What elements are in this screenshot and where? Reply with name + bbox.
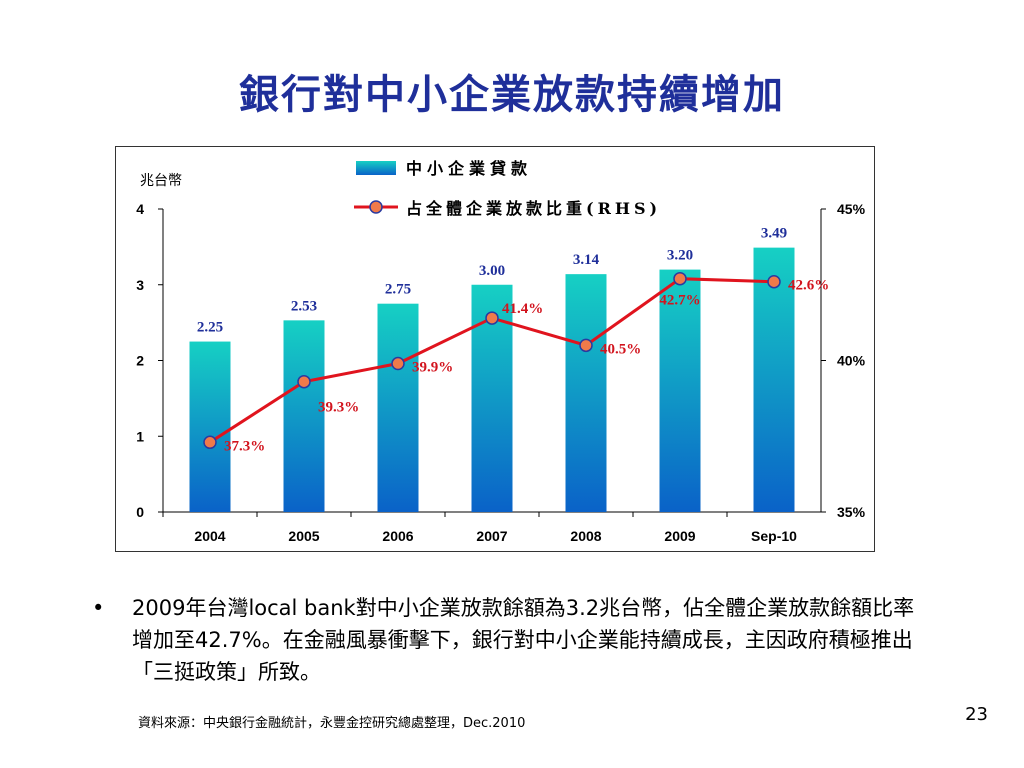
slide-title: 銀行對中小企業放款持續增加 [239, 71, 785, 118]
right-tick-label: 45% [837, 201, 866, 217]
page-number: 23 [965, 704, 988, 725]
share-marker [297, 374, 311, 389]
share-marker [767, 274, 781, 289]
share-marker [579, 338, 593, 353]
bar-2009 [659, 269, 701, 512]
left-tick-label: 4 [136, 201, 144, 217]
share-marker [673, 271, 687, 286]
x-tick-label: 2004 [194, 528, 225, 544]
x-tick-label: 2006 [382, 528, 413, 544]
chart-container: 兆台幣 0 1 2 3 4 35% 40% 45% 2004 2005 2006 2007 2008 200… [115, 146, 875, 552]
bar-value-label: 3.20 [667, 248, 693, 264]
line-value-label: 41.4% [502, 301, 543, 317]
share-marker [485, 311, 499, 325]
left-tick-label: 3 [136, 277, 144, 293]
legend-bar-swatch [356, 161, 396, 175]
bar-2008 [565, 274, 607, 512]
bar-Sep-10 [753, 247, 795, 512]
bullet-icon: • [92, 596, 105, 620]
line-value-label: 37.3% [224, 438, 265, 454]
line-value-label: 39.3% [318, 400, 359, 416]
x-tick-label: 2008 [570, 528, 601, 544]
bar-value-label: 2.53 [291, 298, 317, 314]
right-tick-label: 40% [837, 353, 866, 369]
legend-bar-label: 中小企業貸款 [406, 159, 532, 178]
x-tick-label: Sep-10 [751, 528, 797, 544]
bar-value-label: 2.75 [385, 282, 411, 298]
bar-2004 [189, 341, 231, 512]
bar-value-label: 3.00 [479, 263, 505, 279]
left-axis-unit: 兆台幣 [140, 173, 182, 189]
line-value-label: 42.7% [659, 293, 700, 309]
x-tick-label: 2005 [288, 528, 319, 544]
left-tick-label: 2 [136, 353, 144, 369]
share-marker [391, 356, 405, 371]
share-marker [203, 435, 217, 450]
bullet-text: 2009年台灣local bank對中小企業放款餘額為3.2兆台幣，佔全體企業放… [132, 596, 915, 684]
right-tick-label: 35% [837, 504, 866, 520]
x-tick-label: 2007 [476, 528, 507, 544]
left-tick-label: 1 [136, 428, 144, 444]
bar-2005 [283, 320, 325, 512]
line-value-label: 42.6% [788, 278, 829, 294]
legend-line-label: 占全體企業放款比重(RHS) [406, 199, 661, 218]
bar-value-label: 3.14 [573, 252, 600, 268]
line-value-label: 39.9% [412, 360, 453, 376]
legend-marker-swatch [369, 200, 383, 214]
bar-value-label: 3.49 [761, 226, 787, 242]
left-tick-label: 0 [136, 504, 144, 520]
line-value-label: 40.5% [600, 341, 641, 357]
bar-value-label: 2.25 [197, 320, 223, 336]
source-note: 資料來源：中央銀行金融統計，永豐金控研究總處整理，Dec.2010 [138, 716, 526, 731]
x-tick-label: 2009 [664, 528, 695, 544]
combo-chart: 兆台幣 0 1 2 3 4 35% 40% 45% 2004 2005 2006 2007 2008 200… [136, 159, 866, 544]
bar-2006 [377, 303, 419, 512]
